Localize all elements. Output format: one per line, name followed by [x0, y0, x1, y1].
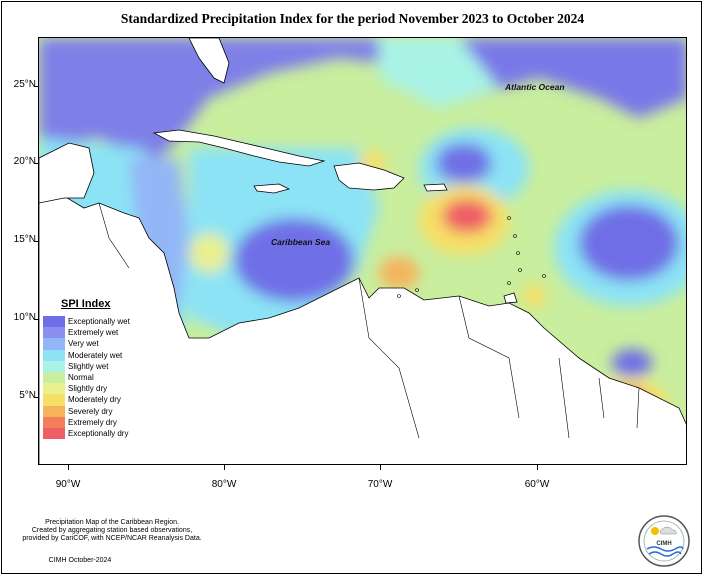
legend-swatch [43, 416, 65, 428]
legend-label: Extremely dry [68, 417, 117, 427]
legend-swatch [43, 327, 65, 339]
lon-label-90w: 90°W [55, 479, 81, 490]
lat-tick [34, 319, 38, 320]
legend-item: Exceptionally dry [43, 427, 178, 440]
credit-line-3: provided by CariCOF, with NCEP/NCAR Rean… [22, 535, 202, 542]
legend-item: Moderately dry [43, 394, 178, 406]
legend-item: Slightly wet [43, 360, 178, 372]
lon-tick [380, 465, 381, 470]
legend-rows: Exceptionally wet Extremely wet Very wet Mo… [43, 316, 178, 440]
legend-label: Slightly wet [68, 361, 109, 371]
lon-label-70w: 70°W [367, 479, 393, 490]
legend-item: Exceptionally wet [43, 316, 178, 328]
legend-swatch [43, 338, 65, 350]
lat-tick [34, 241, 38, 242]
lat-tick [34, 397, 38, 398]
legend-item: Slightly dry [43, 383, 178, 395]
lon-tick [537, 465, 538, 470]
legend-swatch [43, 349, 65, 361]
atlantic-ocean-label: Atlantic Ocean [505, 82, 565, 92]
legend-item: Extremely dry [43, 416, 178, 428]
caribbean-sea-label: Caribbean Sea [271, 237, 331, 247]
legend-label: Slightly dry [68, 384, 108, 394]
cimh-logo-icon: CIMH [637, 514, 691, 568]
lat-label-25n: 25°N [13, 79, 36, 90]
legend-swatch [43, 394, 65, 406]
lat-label-10n: 10°N [13, 312, 36, 323]
lat-tick [34, 86, 38, 87]
lon-tick [224, 465, 225, 470]
legend-item: Normal [43, 371, 178, 384]
credit-line-2: Created by aggregating station based obs… [31, 527, 193, 534]
legend-title: SPI Index [61, 298, 111, 310]
legend-label: Exceptionally wet [68, 317, 130, 327]
legend-swatch [43, 427, 65, 440]
lat-label-20n: 20°N [13, 156, 36, 167]
lon-label-60w: 60°W [524, 479, 550, 490]
lon-label-80w: 80°W [211, 479, 237, 490]
legend-label: Very wet [68, 339, 99, 349]
legend-swatch [43, 360, 65, 372]
credit-footer: CIMH October-2024 [48, 557, 112, 564]
credit-line-1: Precipitation Map of the Caribbean Regio… [45, 519, 179, 526]
legend-item: Very wet [43, 338, 178, 350]
legend-label: Severely dry [68, 406, 113, 416]
spi-map-canvas [39, 38, 686, 464]
legend-label: Moderately dry [68, 395, 121, 405]
lat-tick [34, 163, 38, 164]
lat-label-15n: 15°N [13, 234, 36, 245]
legend-swatch [43, 383, 65, 395]
lat-label-5n: 5°N [19, 390, 36, 401]
legend-label: Exceptionally dry [68, 428, 129, 438]
legend-swatch [43, 405, 65, 417]
legend-label: Extremely wet [68, 328, 119, 338]
legend-item: Moderately wet [43, 349, 178, 361]
legend-item: Extremely wet [43, 327, 178, 339]
logo-text: CIMH [656, 541, 671, 547]
legend-label: Normal [68, 373, 94, 383]
legend-label: Moderately wet [68, 350, 123, 360]
spi-legend: SPI Index Exceptionally wet Extremely wet… [43, 298, 178, 440]
spi-map: Atlantic Ocean Caribbean Sea [38, 37, 687, 465]
legend-swatch [43, 371, 65, 384]
map-title: Standardized Precipitation Index for the… [120, 11, 585, 26]
legend-swatch [43, 316, 65, 328]
legend-item: Severely dry [43, 405, 178, 417]
lon-tick [68, 465, 69, 470]
